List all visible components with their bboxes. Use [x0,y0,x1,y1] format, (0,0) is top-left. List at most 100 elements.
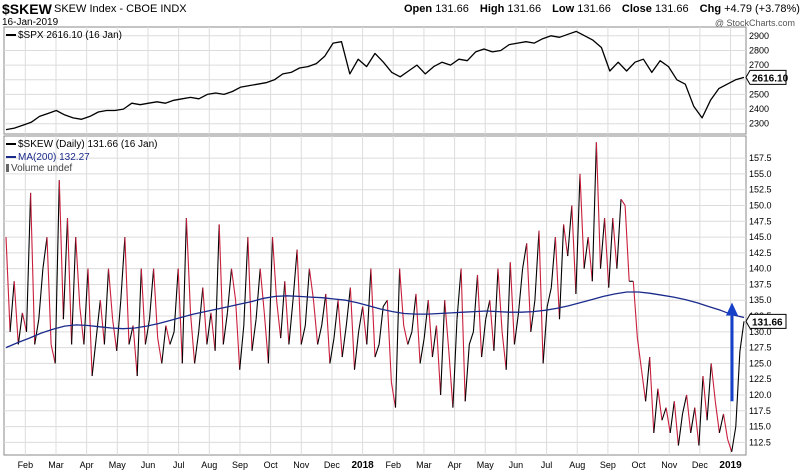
skew-line-segment [280,281,286,339]
skew-line-segment [46,237,52,345]
skew-line-segment [292,249,298,301]
spx-panel-frame [3,26,747,135]
x-tick-label: Aug [201,460,217,470]
skew-line-segment [399,268,405,326]
skew-line-segment [567,205,573,257]
skew-line-segment [665,407,671,433]
skew-line-segment [546,287,552,307]
skew-line-segment [353,331,360,370]
skew-line-segment [210,312,216,351]
skew-line-segment [34,319,40,345]
skew-line-segment [255,268,261,320]
skew-line-segment [317,325,323,345]
skew-line-segment [673,401,679,446]
spx-y-tick-label: 2900 [749,31,769,41]
spx-y-tick-label: 2700 [749,60,769,70]
skew-line-segment [554,237,561,320]
close-label: Close [621,3,652,15]
skew-line-segment [337,300,343,358]
x-tick-label: May [109,460,127,470]
skew-line-segment [583,236,589,269]
skew-line-segment [386,300,392,383]
skew-line-segment [5,237,11,332]
skew-line-segment [624,205,630,282]
skew-line-segment [390,382,397,408]
skew-line-segment [620,198,626,206]
skew-y-tick-label: 145.0 [749,232,772,242]
ma200-line [5,291,745,349]
x-tick-label: May [477,460,495,470]
skew-line-segment [563,224,569,257]
skew-line-segment [226,268,233,313]
skew-line-segment [288,300,294,345]
skew-y-tick-label: 150.0 [749,200,772,210]
skew-y-tick-label: 142.5 [749,248,772,258]
skew-line-segment [497,268,503,332]
skew-line-segment [58,180,64,320]
skew-line-segment [214,224,220,351]
skew-line-segment [542,306,548,364]
skew-line-segment [599,218,606,269]
skew-line-segment [722,413,729,440]
x-tick-label: 2019 [719,460,742,471]
skew-line-segment [694,407,700,446]
volume-legend: Volume undef [6,163,72,174]
skew-line-segment [727,439,733,453]
skew-line-segment [595,142,602,269]
skew-line-segment [394,268,401,408]
skew-y-tick-label: 115.0 [749,422,771,432]
skew-line-segment [538,230,544,364]
skew-line-segment [284,281,290,345]
skew-line-segment [522,243,528,269]
skew-line-segment [415,293,421,364]
low-value: 131.66 [577,3,611,15]
x-tick-label: Apr [448,460,462,470]
skew-y-tick-label: 147.5 [749,216,772,226]
skew-line-segment [513,312,520,345]
skew-line-segment [157,338,163,364]
skew-line-segment [251,319,257,351]
skew-line-segment [112,319,118,351]
skew-line-segment [501,331,507,370]
skew-y-tick-label: 130.0 [749,327,772,337]
skew-line-segment [329,338,335,364]
x-tick-label: Jul [173,460,185,470]
skew-line-segment [456,268,462,320]
skew-line-segment [411,293,417,332]
skew-line-segment [206,312,212,345]
skew-line-segment [87,268,93,377]
ma-legend-label: MA(200) 132.27 [18,152,90,163]
skew-legend-swatch [6,143,16,146]
skew-line-segment [75,237,81,307]
skew-line-segment [616,199,622,269]
skew-line-segment [440,300,446,396]
x-tick-label: Jun [141,460,156,470]
x-tick-label: Feb [18,460,34,470]
skew-line-segment [608,218,614,288]
skew-line-segment [230,268,237,301]
skew-line-segment [661,407,667,421]
skew-line-segment [476,274,483,358]
x-tick-label: Dec [324,460,341,470]
skew-line-segment [698,376,704,446]
skew-line-segment [333,300,339,339]
skew-line-segment [83,268,89,345]
skew-line-segment [271,237,278,301]
skew-line-segment [591,142,597,282]
skew-line-segment [300,325,306,345]
chg-label: Chg [699,3,722,15]
skew-line-segment [558,224,565,320]
skew-line-segment [276,300,282,339]
skew-line-segment [427,300,433,358]
skew-line-segment [706,363,712,421]
skew-line-segment [530,300,536,332]
skew-line-segment [472,274,479,332]
x-tick-label: Oct [632,460,647,470]
skew-line-segment [575,173,581,294]
skew-line-segment [54,180,60,364]
skew-line-segment [148,268,155,320]
skew-line-segment [431,325,438,358]
skew-y-tick-label: 140.0 [749,264,772,274]
skew-y-tick-label: 135.0 [749,295,772,305]
